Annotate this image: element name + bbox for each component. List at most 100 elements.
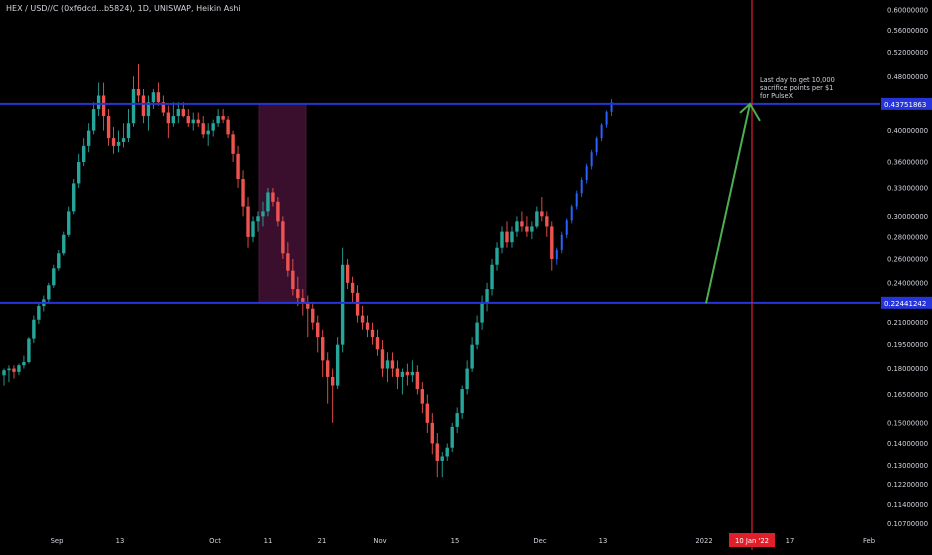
x-tick-label: Nov <box>373 537 386 545</box>
candle-body <box>540 211 544 217</box>
candle-body <box>455 413 459 427</box>
candle-body <box>181 109 185 117</box>
candle-body <box>221 116 225 120</box>
candle-body <box>96 95 101 110</box>
candle-body <box>246 206 250 237</box>
projection-body <box>590 152 593 167</box>
price-label-text: 0.43751863 <box>884 101 926 109</box>
y-tick-label: 0.13000000 <box>887 462 928 470</box>
candle-body <box>465 368 469 390</box>
chart-title: HEX / USD//C (0xf6dcd...b5824), 1D, UNIS… <box>6 4 241 13</box>
annotation-text: sacrifice points per $1 <box>760 84 833 92</box>
candle-body <box>316 322 320 338</box>
candle-body <box>296 289 300 299</box>
candle-body <box>291 270 295 290</box>
candle-body <box>52 268 56 286</box>
x-tick-label: 21 <box>318 537 327 545</box>
candle-body <box>271 192 275 202</box>
candle-body <box>515 221 519 232</box>
candle-body <box>450 426 454 448</box>
y-tick-label: 0.16500000 <box>887 391 928 399</box>
price-label-box <box>881 296 932 309</box>
x-tick-label: 2022 <box>695 537 712 545</box>
candle-body <box>485 289 489 303</box>
candle-body <box>256 216 260 222</box>
candle-body <box>266 192 270 212</box>
candle-body <box>191 119 195 124</box>
y-tick-label: 0.30000000 <box>887 213 928 221</box>
projection-layer <box>555 98 613 265</box>
candle-body <box>301 298 305 303</box>
candle-body <box>306 302 310 309</box>
candle-body <box>380 349 385 369</box>
candle-body <box>550 226 554 259</box>
x-tick-label: 11 <box>264 537 273 545</box>
candle-body <box>226 119 230 135</box>
candle-body <box>510 231 514 243</box>
candle-body <box>32 319 36 339</box>
x-tick-label: 13 <box>599 537 608 545</box>
candle-body <box>131 88 136 124</box>
candle-body <box>385 360 390 369</box>
candle-body <box>166 112 171 124</box>
candle-body <box>126 123 131 139</box>
candle-body <box>520 221 524 227</box>
candle-body <box>136 88 141 96</box>
candle-body <box>440 456 444 461</box>
candle-body <box>286 253 290 271</box>
projection-body <box>585 166 588 180</box>
candle-body <box>326 360 330 377</box>
candle-body <box>156 92 161 103</box>
y-tick-label: 0.11400000 <box>887 501 928 509</box>
candle-body <box>415 371 420 390</box>
candle-body <box>77 161 81 184</box>
y-tick-label: 0.10700000 <box>887 520 928 528</box>
candle-body <box>281 221 285 254</box>
x-tick-label: 17 <box>786 537 795 545</box>
candle-body <box>72 183 76 212</box>
candle-body <box>116 141 121 146</box>
y-tick-label: 0.12200000 <box>887 481 928 489</box>
candle-body <box>86 130 91 146</box>
candle-body <box>545 216 549 227</box>
projection-body <box>570 206 573 221</box>
candle-body <box>12 368 16 372</box>
x-tick-label: Feb <box>863 537 875 545</box>
axis-layer: 0.60000000 0.56000000 0.52000000 0.48000000… <box>51 6 928 547</box>
candle-body <box>370 329 375 338</box>
y-tick-label: 0.14000000 <box>887 440 928 448</box>
candle-body <box>111 138 116 146</box>
candle-body <box>216 116 220 124</box>
candle-body <box>405 371 410 376</box>
candle-body <box>236 153 240 180</box>
y-tick-label: 0.24000000 <box>887 279 928 287</box>
x-tick-label: Oct <box>209 537 221 545</box>
projection-body <box>610 102 613 112</box>
y-tick-label: 0.21000000 <box>887 319 928 327</box>
candle-body <box>345 264 350 283</box>
y-tick-label: 0.28000000 <box>887 233 928 241</box>
projection-body <box>600 124 603 139</box>
candle-body <box>196 119 200 124</box>
projection-body <box>555 249 558 259</box>
candle-body <box>67 211 71 235</box>
candle-body <box>37 306 41 320</box>
highlight-zone-layer <box>258 103 307 304</box>
candle-body <box>22 361 26 366</box>
candle-body <box>81 145 86 162</box>
candle-body <box>321 337 325 361</box>
candle-body <box>535 211 539 227</box>
highlight-zone <box>258 103 307 304</box>
candle-body <box>335 344 340 386</box>
candle-body <box>7 368 11 371</box>
candle-body <box>206 130 210 135</box>
x-tick-label: 10 Jan '22 <box>735 537 769 545</box>
candle-body <box>420 389 425 404</box>
candle-body <box>62 234 66 254</box>
projection-arrow-head <box>739 102 761 122</box>
x-tick-label: Dec <box>533 537 546 545</box>
candle-body <box>430 422 434 444</box>
candle-body <box>151 92 156 103</box>
